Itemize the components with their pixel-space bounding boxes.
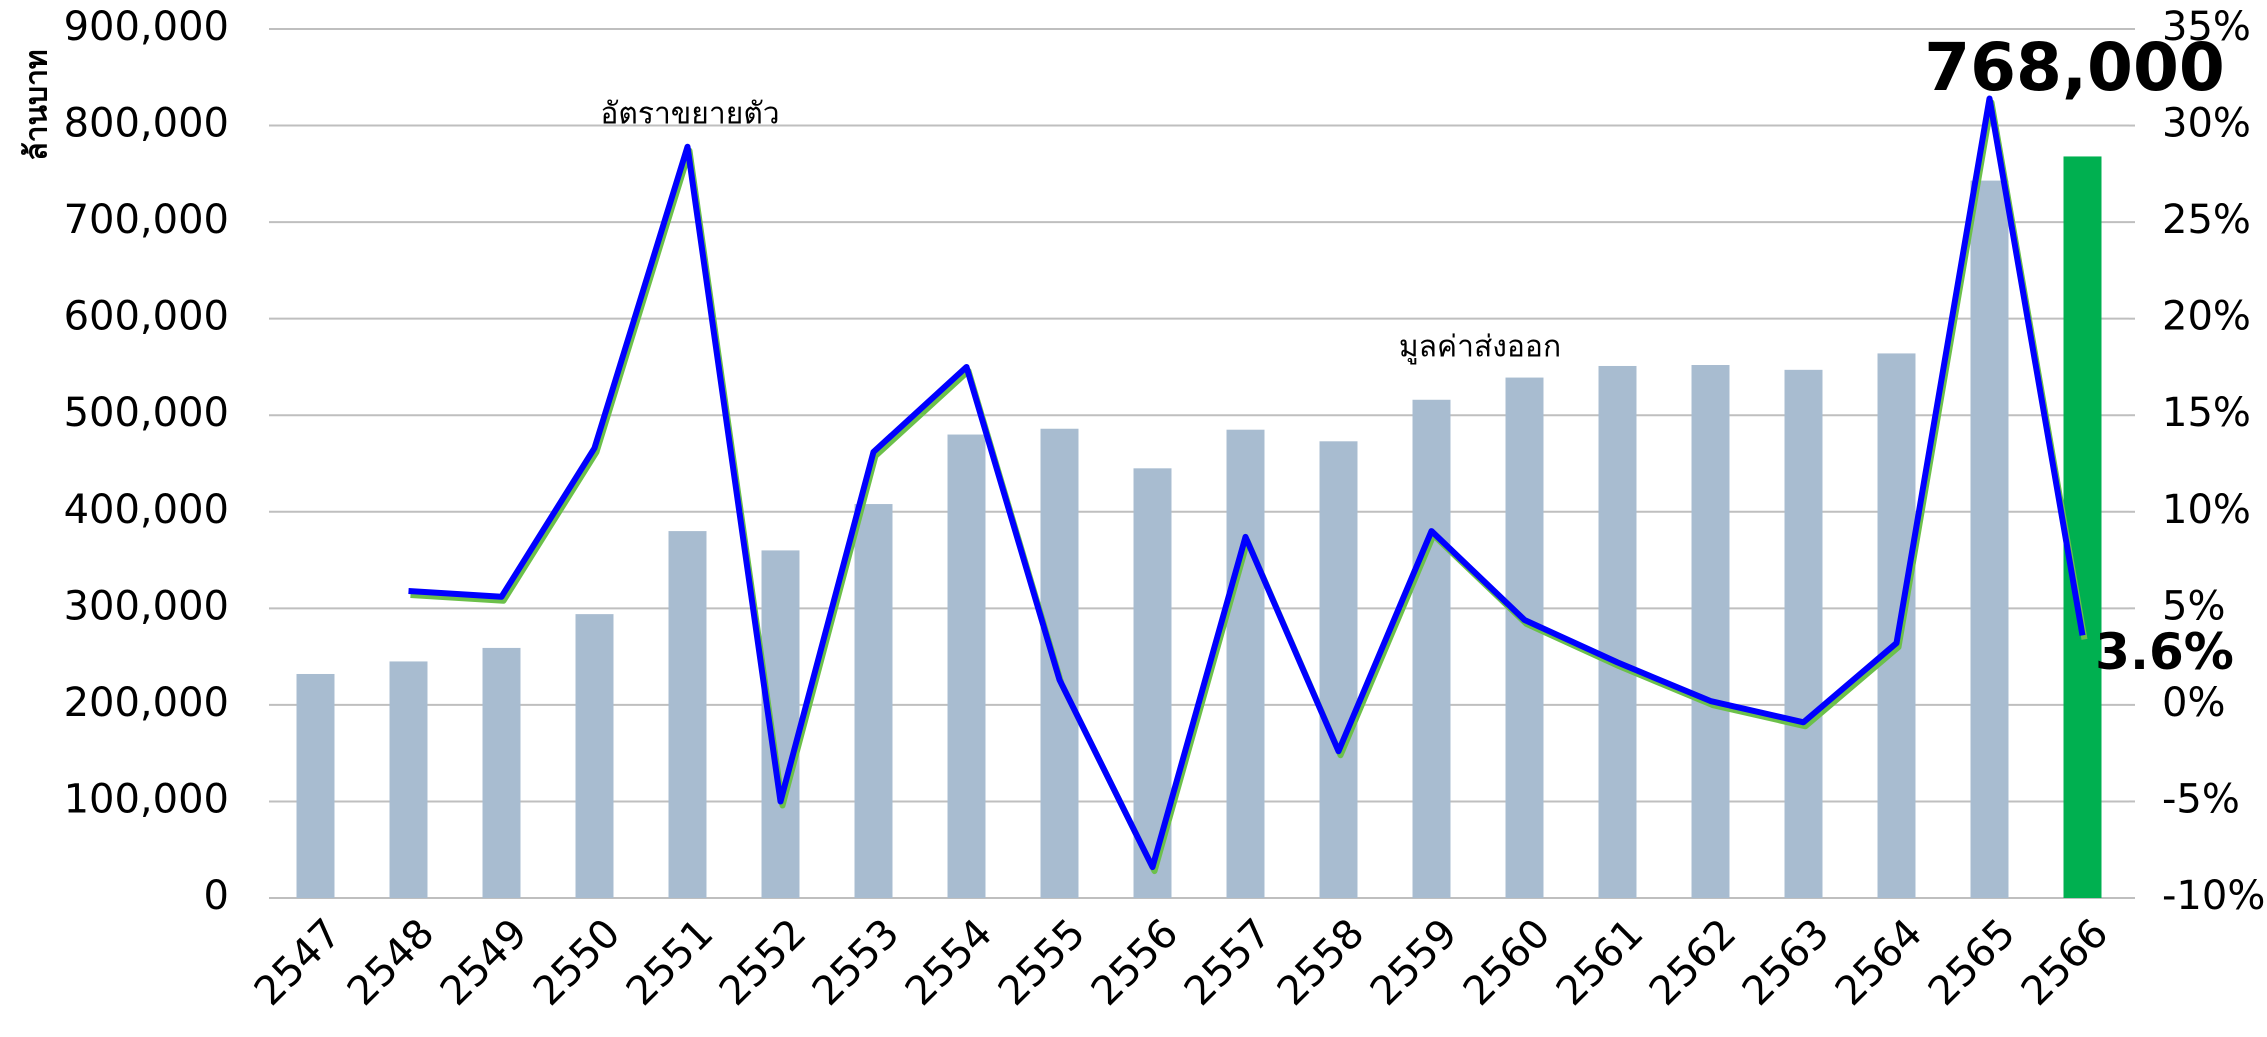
x-tick-label: 2566 — [2013, 910, 2118, 1015]
y2-tick-label: 20% — [2162, 294, 2251, 340]
bar — [1505, 377, 1544, 898]
y2-tick-label: 30% — [2162, 101, 2251, 147]
y-tick-label: 700,000 — [64, 197, 229, 243]
x-tick-label: 2565 — [1920, 910, 2025, 1015]
value-label: 3.6% — [2095, 623, 2234, 681]
y-tick-label: 800,000 — [64, 101, 229, 147]
x-tick-label: 2559 — [1362, 910, 1467, 1015]
y2-tick-label: -10% — [2162, 873, 2265, 919]
bar — [1319, 441, 1358, 898]
x-tick-label: 2554 — [897, 910, 1002, 1015]
bar — [668, 531, 707, 898]
bar — [482, 647, 521, 898]
y-tick-label: 600,000 — [64, 294, 229, 340]
x-tick-label: 2562 — [1641, 910, 1746, 1015]
bar — [1226, 429, 1265, 898]
y-tick-label: 900,000 — [64, 4, 229, 50]
x-tick-label: 2552 — [711, 910, 816, 1015]
y-tick-label: 400,000 — [64, 487, 229, 533]
x-tick-label: 2557 — [1176, 910, 1281, 1015]
y2-tick-label: 5% — [2162, 583, 2225, 629]
bar — [1691, 365, 1730, 899]
bar — [854, 504, 893, 898]
y2-tick-label: 35% — [2162, 4, 2251, 50]
annotation: มูลค่าส่งออก — [1399, 330, 1561, 365]
x-tick-label: 2556 — [1083, 910, 1188, 1015]
bar — [1040, 428, 1079, 898]
line — [408, 95, 2086, 871]
bar — [1598, 365, 1637, 898]
bar — [296, 673, 335, 898]
bar — [1412, 399, 1451, 898]
x-tick-label: 2563 — [1734, 910, 1839, 1015]
y2-tick-label: 25% — [2162, 197, 2251, 243]
y-axis-label: ล้านบาท — [20, 49, 55, 160]
y-tick-label: 300,000 — [64, 583, 229, 629]
x-tick-label: 2549 — [432, 910, 537, 1015]
bar — [575, 614, 614, 898]
y2-tick-label: 0% — [2162, 680, 2225, 726]
y2-tick-label: 15% — [2162, 390, 2251, 436]
value-label: 768,000 — [1924, 29, 2225, 106]
y-tick-label: 500,000 — [64, 390, 229, 436]
x-tick-label: 2560 — [1455, 910, 1560, 1015]
x-tick-label: 2547 — [246, 910, 351, 1015]
bar — [1784, 369, 1823, 898]
y2-tick-label: -5% — [2162, 776, 2240, 822]
x-tick-label: 2550 — [525, 910, 630, 1015]
bar — [1970, 180, 2009, 898]
y-tick-label: 200,000 — [64, 680, 229, 726]
bar — [947, 434, 986, 898]
y-tick-label: 0 — [204, 873, 229, 919]
bar — [389, 661, 428, 898]
x-tick-label: 2564 — [1827, 910, 1932, 1015]
x-tick-label: 2558 — [1269, 910, 1374, 1015]
x-tick-label: 2548 — [339, 910, 444, 1015]
y-tick-label: 100,000 — [64, 776, 229, 822]
y2-tick-label: 10% — [2162, 487, 2251, 533]
x-tick-label: 2553 — [804, 910, 909, 1015]
x-tick-label: 2551 — [618, 910, 723, 1015]
x-tick-label: 2555 — [990, 910, 1095, 1015]
bar — [2063, 156, 2102, 898]
x-tick-label: 2561 — [1548, 910, 1653, 1015]
